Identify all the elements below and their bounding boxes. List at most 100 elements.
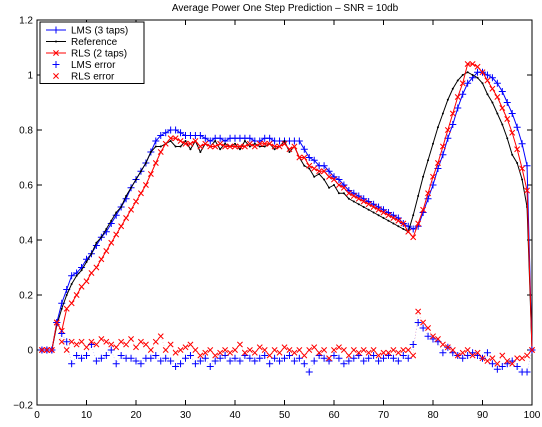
- data-point: [241, 143, 248, 150]
- data-point: [154, 145, 157, 148]
- data-point: [404, 222, 412, 230]
- data-point: [499, 105, 506, 111]
- data-point: [340, 360, 348, 368]
- data-point: [113, 231, 120, 238]
- data-point: [395, 217, 402, 224]
- data-point: [424, 332, 432, 340]
- y-tick-label: 1.2: [19, 16, 33, 27]
- legend-label: RLS error: [71, 72, 115, 83]
- data-point: [266, 134, 274, 142]
- data-point: [420, 206, 427, 213]
- legend-entry: Reference: [46, 37, 118, 48]
- data-point: [263, 145, 266, 148]
- data-point: [316, 168, 323, 175]
- data-point: [488, 74, 496, 82]
- data-point: [248, 145, 251, 148]
- data-point: [58, 338, 65, 345]
- data-point: [441, 112, 444, 115]
- data-point: [182, 344, 189, 351]
- data-point: [177, 347, 184, 353]
- data-point: [519, 355, 526, 362]
- data-point: [246, 134, 254, 142]
- data-point: [513, 363, 521, 370]
- data-point: [75, 274, 78, 277]
- data-point: [273, 148, 276, 151]
- data-point: [419, 324, 427, 332]
- data-point: [201, 354, 209, 362]
- data-point: [65, 294, 68, 296]
- data-point: [241, 349, 248, 356]
- data-point: [251, 349, 258, 356]
- data-point: [93, 264, 100, 271]
- data-point: [331, 347, 337, 353]
- data-point: [439, 341, 446, 348]
- data-point: [202, 140, 209, 147]
- data-point: [365, 354, 373, 362]
- data-point: [206, 137, 214, 145]
- data-point: [127, 354, 135, 362]
- data-point: [446, 98, 449, 101]
- data-point: [335, 176, 343, 183]
- plot-area: [36, 19, 533, 406]
- data-point: [493, 79, 501, 87]
- data-point: [347, 197, 350, 200]
- data-point: [301, 352, 308, 359]
- data-point: [414, 319, 422, 326]
- data-point: [521, 178, 524, 181]
- data-point: [291, 143, 298, 150]
- data-point: [133, 198, 139, 205]
- axis-ticks: 0 10 20 30 40 50 60 70 80 90 100−0.200.20.40.60.81…: [13, 16, 541, 422]
- y-tick-label: 0.2: [19, 291, 33, 302]
- data-point: [454, 352, 461, 359]
- data-point: [125, 195, 128, 197]
- data-point: [169, 140, 172, 142]
- legend-label: RLS (2 taps): [71, 49, 127, 60]
- data-point: [142, 182, 149, 188]
- data-point: [117, 352, 125, 359]
- data-point: [355, 349, 362, 356]
- data-point: [454, 94, 461, 100]
- data-point: [464, 79, 472, 87]
- data-point: [459, 80, 466, 87]
- data-point: [514, 355, 521, 362]
- data-point: [206, 363, 214, 370]
- data-point: [308, 167, 311, 170]
- data-point: [409, 341, 417, 348]
- data-point: [266, 360, 274, 368]
- data-point: [174, 145, 177, 148]
- data-point: [68, 360, 76, 368]
- data-point: [110, 219, 113, 222]
- data-point: [430, 173, 436, 180]
- data-point: [479, 355, 486, 362]
- data-point: [400, 220, 407, 227]
- data-point: [256, 140, 263, 147]
- data-point: [152, 137, 160, 145]
- data-point: [491, 101, 494, 104]
- data-point: [83, 352, 90, 359]
- x-tick-label: 0: [34, 410, 40, 421]
- data-point: [305, 154, 313, 161]
- x-tick-label: 30: [180, 410, 192, 421]
- data-point: [271, 143, 278, 150]
- data-point: [390, 215, 397, 221]
- data-point: [159, 145, 162, 148]
- data-point: [464, 347, 471, 353]
- series-rls-2-taps: [38, 61, 535, 353]
- data-point: [80, 269, 83, 272]
- data-point: [405, 228, 412, 235]
- legend-entry: LMS (3 taps): [46, 26, 128, 37]
- data-point: [103, 248, 110, 254]
- data-point: [152, 352, 160, 359]
- data-point: [286, 146, 293, 153]
- data-point: [216, 354, 224, 362]
- data-point: [128, 206, 135, 213]
- data-point: [157, 333, 164, 340]
- data-point: [494, 94, 501, 100]
- data-point: [63, 347, 70, 353]
- x-tick-label: 20: [130, 410, 142, 421]
- data-point: [476, 76, 479, 79]
- data-point: [503, 99, 511, 106]
- data-point: [128, 336, 135, 342]
- data-point: [318, 173, 321, 175]
- data-point: [367, 208, 370, 211]
